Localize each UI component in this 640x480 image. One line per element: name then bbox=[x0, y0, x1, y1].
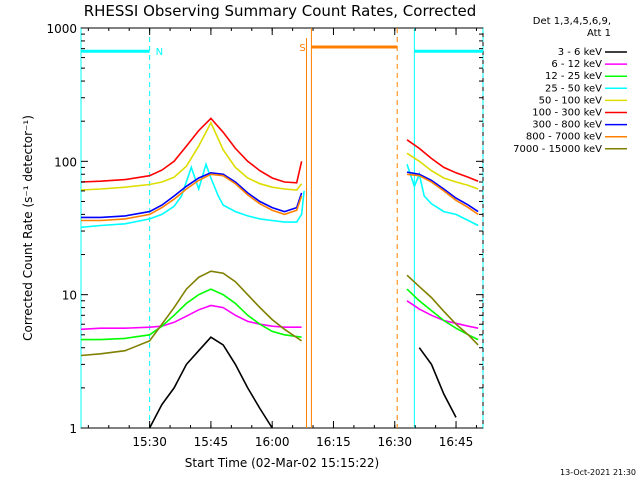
series-line bbox=[418, 347, 457, 418]
x-tick-label: 16:15 bbox=[316, 435, 351, 449]
y-axis-label: Corrected Count Rate (s⁻¹ detector⁻¹) bbox=[21, 115, 35, 341]
series-line bbox=[406, 288, 479, 341]
series-line bbox=[80, 161, 305, 229]
data-gap-layer bbox=[306, 29, 405, 427]
legend-label: 3 - 6 keV bbox=[558, 47, 602, 58]
x-tick-label: 16:45 bbox=[439, 435, 474, 449]
plot-frame bbox=[80, 27, 484, 429]
series-line bbox=[406, 139, 479, 182]
legend-label: 6 - 12 keV bbox=[551, 59, 602, 70]
legend-label: 25 - 50 keV bbox=[545, 83, 602, 94]
x-axis-label: Start Time (02-Mar-02 15:15:22) bbox=[185, 456, 379, 470]
legend-label: 100 - 300 keV bbox=[532, 108, 602, 119]
x-tick-label: 16:30 bbox=[377, 435, 412, 449]
legend-header: Det 1,3,4,5,6,9, bbox=[533, 16, 611, 27]
footer-date: 13-Oct-2021 21:30 bbox=[560, 468, 636, 477]
x-tick-label: 16:00 bbox=[255, 435, 290, 449]
y-tick-label: 100 bbox=[54, 155, 77, 169]
series-line bbox=[406, 152, 479, 190]
series-line bbox=[406, 274, 479, 346]
legend-label: 800 - 7000 keV bbox=[526, 132, 602, 143]
x-tick-label: 15:30 bbox=[132, 435, 167, 449]
series-line bbox=[80, 304, 302, 331]
annotation-label: S bbox=[299, 43, 305, 54]
y-axis: 1 10 100 1000 bbox=[46, 22, 483, 436]
series-line bbox=[81, 288, 302, 341]
x-tick-label: 15:45 bbox=[194, 435, 229, 449]
legend-header: Att 1 bbox=[587, 28, 611, 39]
series-line bbox=[80, 270, 303, 357]
y-tick-label: 10 bbox=[62, 289, 77, 303]
series-layer bbox=[80, 117, 479, 429]
series-line bbox=[406, 173, 479, 216]
chart-title: RHESSI Observing Summary Count Rates, Co… bbox=[84, 2, 477, 20]
legend-label: 300 - 800 keV bbox=[532, 120, 602, 131]
series-line bbox=[406, 300, 479, 329]
series-line bbox=[81, 171, 303, 219]
annotation-label: N bbox=[156, 47, 163, 58]
y-tick-label: 1000 bbox=[46, 22, 77, 36]
series-line bbox=[80, 117, 303, 184]
data-gap-region bbox=[306, 29, 405, 427]
series-line bbox=[406, 164, 479, 227]
series-line bbox=[406, 171, 479, 213]
legend-label: 7000 - 15000 keV bbox=[513, 144, 602, 155]
series-line bbox=[81, 173, 303, 222]
y-tick-label: 1 bbox=[69, 422, 77, 436]
legend-label: 12 - 25 keV bbox=[545, 71, 602, 82]
x-axis: 15:30 15:45 16:00 16:15 16:30 16:45 bbox=[87, 28, 477, 449]
series-line bbox=[80, 120, 303, 191]
legend-label: 50 - 100 keV bbox=[539, 95, 603, 106]
series-line bbox=[148, 336, 273, 429]
